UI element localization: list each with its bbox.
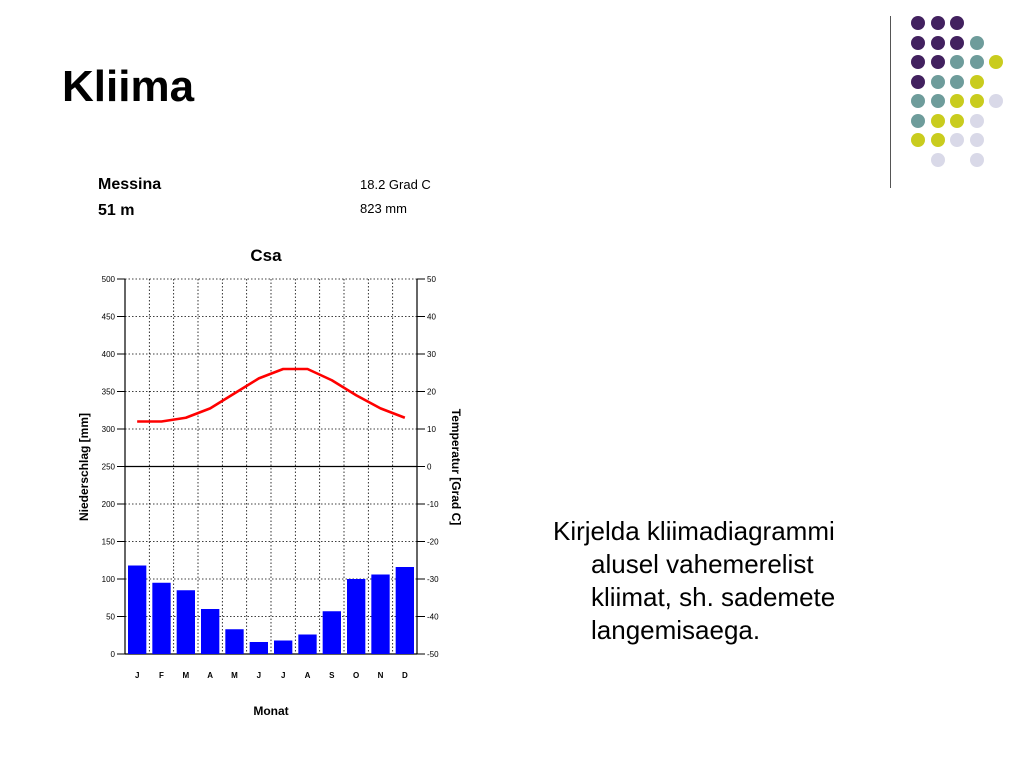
- tick-label-left: 300: [102, 425, 116, 434]
- decorative-dot: [911, 133, 925, 147]
- decorative-dot: [911, 74, 925, 89]
- decorative-divider: [890, 16, 891, 188]
- tick-label-right: -50: [427, 650, 439, 659]
- tick-label-right: -40: [427, 613, 439, 622]
- temperature-line: [137, 367, 406, 423]
- chart-title: Csa: [250, 246, 282, 265]
- month-label: F: [159, 671, 164, 680]
- decorative-dot: [950, 74, 964, 89]
- description-text: Kirjelda kliimadiagrammi alusel vahemere…: [553, 515, 953, 647]
- tick-label-left: 50: [106, 613, 115, 622]
- decorative-dot: [969, 55, 984, 69]
- decorative-dot: [969, 152, 984, 167]
- decorative-dot: [930, 94, 945, 108]
- month-label: N: [378, 671, 384, 680]
- precipitation-bar: [371, 574, 390, 654]
- precipitation-bar: [274, 640, 293, 654]
- slide-title: Kliima: [62, 62, 195, 111]
- tick-label-right: 10: [427, 425, 436, 434]
- tick-label-right: -30: [427, 575, 439, 584]
- precipitation-bar: [128, 565, 147, 654]
- decorative-dot: [930, 74, 945, 89]
- precipitation-bar: [395, 567, 414, 654]
- tick-label-left: 150: [102, 538, 116, 547]
- tick-label-left: 500: [102, 275, 116, 284]
- decorative-dot: [950, 94, 964, 108]
- decorative-dot: [930, 133, 945, 147]
- decorative-dot: [911, 35, 925, 50]
- tick-label-left: 250: [102, 463, 116, 472]
- tick-label-left: 450: [102, 313, 116, 322]
- precipitation-bar: [225, 629, 244, 654]
- y-axis-label-left: Niederschlag [mm]: [77, 413, 91, 521]
- month-label: D: [402, 671, 408, 680]
- tick-label-right: -20: [427, 538, 439, 547]
- month-label: A: [207, 671, 213, 680]
- decorative-dot: [989, 55, 1003, 69]
- station-name: Messina: [98, 176, 161, 193]
- decorative-dot: [911, 55, 925, 69]
- description-line: Kirjelda kliimadiagrammi: [553, 516, 835, 546]
- month-label: J: [281, 671, 285, 680]
- description-line: kliimat, sh. sademete: [591, 582, 836, 612]
- decorative-dot: [969, 113, 984, 128]
- precipitation-bar: [347, 579, 366, 654]
- month-label: J: [135, 671, 139, 680]
- decorative-dot: [911, 16, 925, 30]
- decorative-dot: [969, 74, 984, 89]
- decorative-dot: [911, 94, 925, 108]
- month-label: A: [305, 671, 311, 680]
- decorative-dot: [950, 55, 964, 69]
- tick-label-left: 0: [111, 650, 116, 659]
- station-elevation: 51 m: [98, 202, 134, 219]
- decorative-dot: [969, 94, 984, 108]
- y-axis-label-right: Temperatur [Grad C]: [449, 409, 463, 525]
- x-axis-label: Monat: [253, 704, 288, 718]
- tick-label-left: 200: [102, 500, 116, 509]
- annual-precipitation: 823 mm: [360, 201, 407, 216]
- tick-label-right: 20: [427, 388, 436, 397]
- decorative-dot: [930, 35, 945, 50]
- precipitation-bar: [176, 590, 195, 654]
- decorative-dot: [911, 113, 925, 128]
- month-label: J: [257, 671, 261, 680]
- decorative-dot: [950, 16, 964, 30]
- decorative-dot: [930, 16, 945, 30]
- month-label: M: [182, 671, 189, 680]
- precipitation-bar: [322, 611, 341, 654]
- decorative-dot: [969, 133, 984, 147]
- precipitation-bar: [249, 642, 268, 654]
- tick-label-right: 40: [427, 313, 436, 322]
- decorative-dot: [989, 94, 1003, 108]
- description-line: alusel vahemerelist: [591, 549, 814, 579]
- climate-diagram: Messina 51 m 18.2 Grad C 823 mm Csa 0 50 1…: [77, 176, 463, 718]
- decorative-dot: [950, 35, 964, 50]
- month-label: S: [329, 671, 335, 680]
- tick-label-left: 400: [102, 350, 116, 359]
- precipitation-bar: [201, 609, 220, 654]
- decorative-dot: [969, 35, 984, 50]
- decorative-dot: [930, 55, 945, 69]
- decorative-dot: [930, 113, 945, 128]
- tick-label-right: 0: [427, 463, 432, 472]
- tick-label-left: 350: [102, 388, 116, 397]
- precipitation-bar: [152, 582, 171, 654]
- precipitation-bar: [298, 634, 317, 654]
- month-label: O: [353, 671, 359, 680]
- month-label: M: [231, 671, 238, 680]
- decorative-dot: [950, 113, 964, 128]
- mean-temperature: 18.2 Grad C: [360, 177, 431, 192]
- tick-label-right: 30: [427, 350, 436, 359]
- tick-label-left: 100: [102, 575, 116, 584]
- tick-label-right: -10: [427, 500, 439, 509]
- description-line: langemisaega.: [591, 615, 761, 645]
- decorative-dot: [930, 152, 945, 167]
- tick-label-right: 50: [427, 275, 436, 284]
- decorative-dot: [950, 133, 964, 147]
